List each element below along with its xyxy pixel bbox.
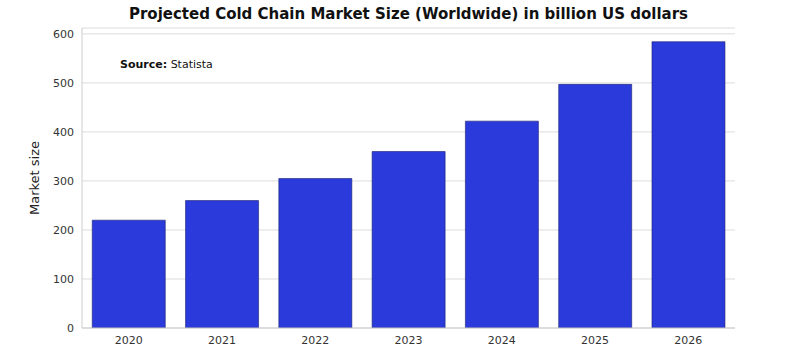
html-text:Projected Cold Chain Market Si: Projected Cold Chain Market Size (Worldw…: [128, 5, 688, 23]
svg-text:2022: 2022: [301, 334, 329, 347]
svg-text:600: 600: [53, 28, 74, 41]
svg-text:2021: 2021: [208, 334, 236, 347]
html-text:Source: Statista: Source: Statista: [120, 58, 213, 71]
svg-text:2023: 2023: [395, 334, 423, 347]
svg-text:2025: 2025: [581, 334, 609, 347]
svg-text:400: 400: [53, 126, 74, 139]
svg-text:300: 300: [53, 175, 74, 188]
svg-text:200: 200: [53, 224, 74, 237]
svg-text:100: 100: [53, 273, 74, 286]
svg-text:500: 500: [53, 77, 74, 90]
svg-text:Market size: Market size: [27, 141, 42, 215]
svg-text:2024: 2024: [488, 334, 516, 347]
svg-text:2020: 2020: [115, 334, 143, 347]
svg-text:2026: 2026: [674, 334, 702, 347]
svg-text:0: 0: [67, 322, 74, 335]
